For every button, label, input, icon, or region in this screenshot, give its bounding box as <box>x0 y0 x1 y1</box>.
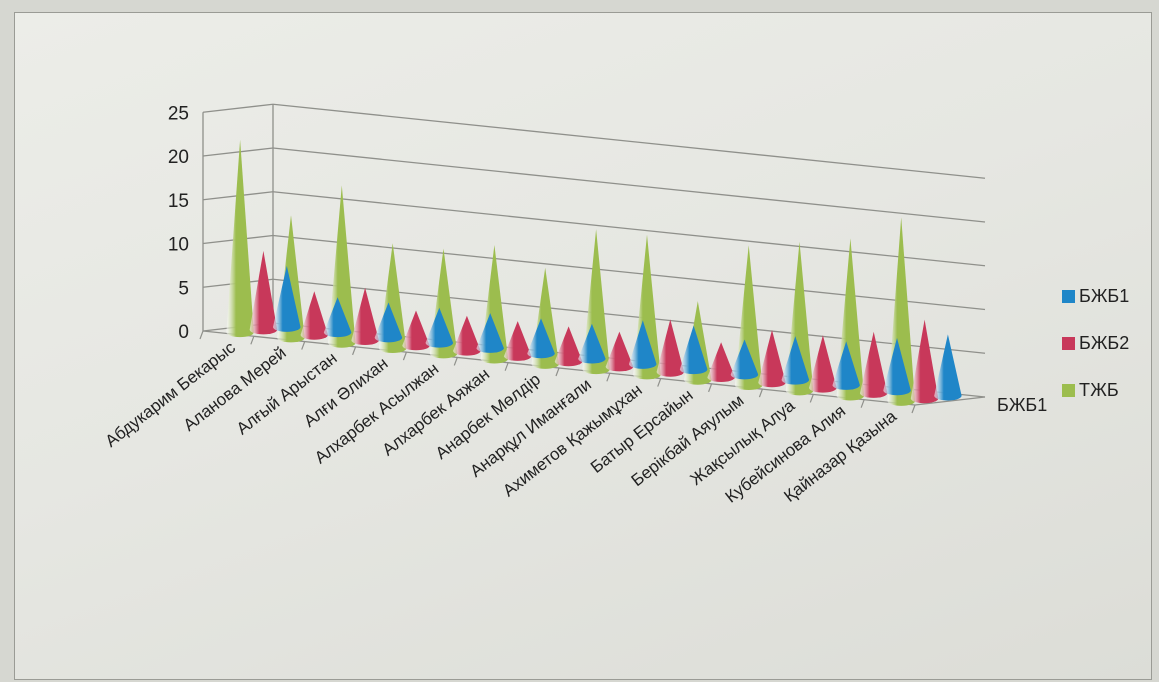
cone-БЖБ2-12 <box>860 331 888 398</box>
cone-БЖБ2-7 <box>605 331 634 372</box>
y-tick-label: 15 <box>168 191 189 212</box>
y-tick-label: 10 <box>168 235 189 256</box>
x-tick-mark <box>758 388 763 398</box>
category-label-2: Алғый Арыстан <box>233 348 341 438</box>
y-tick-label: 25 <box>168 103 189 124</box>
cone-БЖБ2-13 <box>910 319 939 404</box>
cone-ТЖБ-0 <box>226 139 254 338</box>
legend-label-2: ТЖБ <box>1079 380 1119 400</box>
legend-swatch-0 <box>1062 290 1075 303</box>
cone-БЖБ2-6 <box>554 326 583 367</box>
cone-БЖБ1-10 <box>781 336 810 385</box>
cone-БЖБ1-12 <box>883 337 911 396</box>
legend-swatch-2 <box>1062 384 1075 397</box>
cone-БЖБ2-9 <box>707 342 735 383</box>
cone-БЖБ1-0 <box>273 265 301 332</box>
cone-БЖБ1-9 <box>730 339 759 380</box>
cone-БЖБ2-4 <box>453 315 481 356</box>
cone-БЖБ1-13 <box>934 334 962 401</box>
gridline-side <box>202 147 274 157</box>
cone-БЖБ1-2 <box>374 302 403 343</box>
y-tick-label: 20 <box>168 147 189 168</box>
gridline-back <box>272 147 986 223</box>
x-tick-mark <box>352 346 357 356</box>
y-tick-label: 5 <box>178 278 189 299</box>
cone-БЖБ2-3 <box>402 310 430 351</box>
y-tick-label: 0 <box>178 322 189 343</box>
x-tick-mark <box>606 373 611 382</box>
x-tick-mark <box>809 394 814 403</box>
legend-label-0: БЖБ1 <box>1079 286 1129 306</box>
chart-marks <box>226 139 962 406</box>
cone-БЖБ2-11 <box>809 335 837 393</box>
x-tick-mark <box>911 404 916 414</box>
legend: БЖБ1 БЖБ2 ТЖБ <box>1062 286 1129 400</box>
gridline-back <box>272 191 986 267</box>
legend-label-1: БЖБ2 <box>1079 333 1129 353</box>
cone-БЖБ1-7 <box>629 320 657 369</box>
gridline-side <box>202 103 274 113</box>
cone-БЖБ2-2 <box>351 287 379 346</box>
x-tick-mark <box>708 383 713 393</box>
gridline-back <box>272 234 986 311</box>
cone-БЖБ2-1 <box>300 291 328 340</box>
y-axis-ticks: 0 5 10 15 20 25 <box>168 103 189 343</box>
x-tick-mark <box>199 330 204 340</box>
cone-БЖБ2-0 <box>249 250 278 335</box>
x-tick-mark <box>402 351 407 361</box>
legend-swatch-1 <box>1062 337 1075 350</box>
cone-БЖБ2-10 <box>758 330 786 388</box>
depth-axis-label: БЖБ1 <box>997 395 1047 415</box>
cone-БЖБ1-8 <box>679 325 708 375</box>
cone-БЖБ1-11 <box>832 341 860 390</box>
gridline-back <box>272 103 986 179</box>
x-tick-mark <box>555 367 560 377</box>
x-tick-mark <box>504 362 509 371</box>
paper-sheet: БЖБ1 0 5 10 15 20 25 Абдукарим Бекарыс Аланова… <box>14 12 1152 680</box>
cone-БЖБ1-4 <box>476 313 504 353</box>
depth-axis-line <box>914 396 986 406</box>
x-tick-mark <box>453 357 458 366</box>
cone-БЖБ1-1 <box>323 297 352 338</box>
cone-БЖБ1-5 <box>527 318 555 359</box>
x-tick-mark <box>301 341 306 350</box>
x-tick-mark <box>860 399 865 408</box>
cone-БЖБ2-5 <box>504 321 532 361</box>
x-tick-mark <box>657 378 662 387</box>
cone-БЖБ1-6 <box>578 323 606 364</box>
cone-БЖБ2-8 <box>656 319 684 377</box>
cone-БЖБ1-3 <box>425 307 454 348</box>
x-tick-mark <box>250 336 255 345</box>
